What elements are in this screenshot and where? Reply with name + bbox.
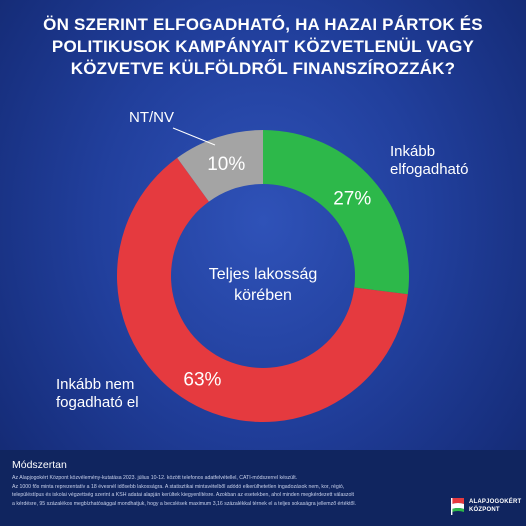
title-line-2: POLITIKUSOK KAMPÁNYAIT KÖZVETLENÜL VAGY [51, 37, 475, 56]
slice-acceptable-value-label: 27% [333, 188, 371, 209]
slice-not-acceptable [117, 157, 408, 422]
center-label-line-1: Teljes lakosság [208, 266, 318, 283]
methodology-text: Az Alapjogokért Központ közvélemény-kuta… [12, 474, 444, 508]
methodology-title: Módszertan [12, 459, 67, 471]
slice-label-not-acceptable: Inkább nem fogadható el [56, 376, 139, 412]
slice-label-nt-nv: NT/NV [129, 109, 174, 127]
slice-label-acceptable: Inkább elfogadható [390, 143, 468, 179]
footer-band [0, 450, 526, 526]
nt-leader-line [172, 127, 216, 146]
methodology-line-2: Az 1000 fős minta reprezentatív a 18 éve… [12, 483, 345, 490]
slice-nt-nv [177, 130, 263, 202]
slice-label-nt-nv-line-1: NT/NV [129, 109, 174, 126]
slice-label-not-acceptable-line-1: Inkább nem [56, 376, 135, 393]
slice-label-acceptable-line-2: elfogadható [390, 161, 469, 178]
donut-center-label: Teljes lakosság körében [190, 264, 336, 306]
flag-logo-icon [451, 498, 464, 515]
logo-text: ALAPJOGOKÉRT KÖZPONT [469, 498, 521, 514]
title-line-1: ÖN SZERINT ELFOGADHATÓ, HA HAZAI PÁRTOK … [43, 15, 483, 34]
slice-not-acceptable-value-label: 63% [183, 369, 221, 390]
logo-line-1: ALAPJOGOKÉRT [469, 499, 522, 505]
brand-logo: ALAPJOGOKÉRT KÖZPONT [450, 494, 521, 518]
slice-nt-nv-value-label: 10% [207, 154, 245, 175]
methodology-line-1: Az Alapjogokért Központ közvélemény-kuta… [12, 475, 298, 481]
title-line-3: KÖZVETVE KÜLFÖLDRŐL FINANSZÍROZZÁK? [70, 59, 456, 78]
slice-label-not-acceptable-line-2: fogadható el [56, 394, 139, 411]
methodology-line-4: a kérdésre, 95 százalékos megbízhatóságg… [12, 500, 356, 507]
logo-line-2: KÖZPONT [469, 507, 500, 513]
methodology-line-3: településtípus és iskolai végzettség sze… [12, 492, 354, 499]
center-label-line-2: körében [234, 287, 292, 304]
slice-label-acceptable-line-1: Inkább [390, 143, 436, 160]
chart-title: ÖN SZERINT ELFOGADHATÓ, HA HAZAI PÁRTOK … [30, 14, 496, 80]
slice-acceptable [263, 130, 410, 295]
